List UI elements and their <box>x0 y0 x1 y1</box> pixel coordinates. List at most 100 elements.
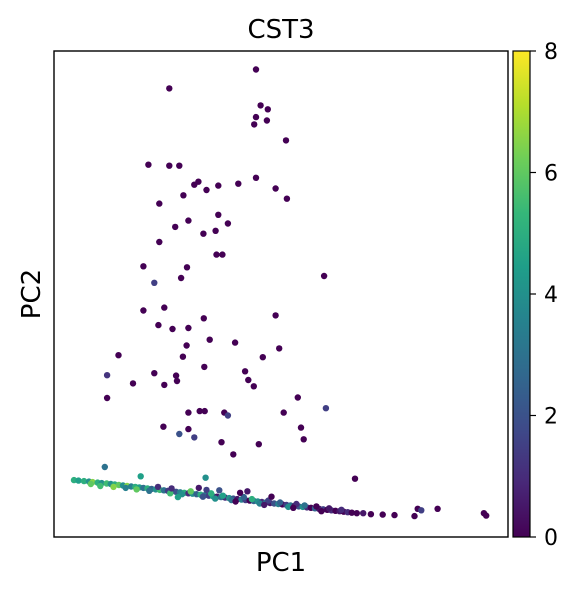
data-point-29 <box>140 263 147 270</box>
data-point-170 <box>199 493 207 500</box>
colorbar-ticks: 0 2 4 6 8 <box>530 40 558 551</box>
data-point-26 <box>200 230 207 237</box>
data-point-194 <box>232 498 239 505</box>
data-point-19 <box>156 200 163 207</box>
data-point-62 <box>185 409 192 416</box>
data-point-67 <box>280 409 287 416</box>
data-point-0 <box>252 66 260 73</box>
data-point-77 <box>101 463 109 471</box>
colorbar-tick-label: 2 <box>544 405 558 430</box>
data-point-149 <box>353 510 360 517</box>
data-point-167 <box>167 490 174 497</box>
data-point-25 <box>212 227 219 234</box>
data-point-6 <box>251 121 258 128</box>
data-point-157 <box>418 507 425 514</box>
data-point-152 <box>379 511 386 518</box>
data-point-82 <box>75 477 82 484</box>
data-point-175 <box>248 495 256 503</box>
data-point-41 <box>185 324 192 332</box>
data-point-47 <box>179 353 187 360</box>
data-point-156 <box>434 505 441 512</box>
data-point-165 <box>146 487 153 494</box>
data-point-181 <box>301 502 308 509</box>
data-point-187 <box>236 489 244 496</box>
data-point-63 <box>196 407 203 415</box>
data-point-83 <box>80 477 88 485</box>
colorbar-tick-label: 0 <box>544 526 558 551</box>
data-point-161 <box>97 482 104 490</box>
data-point-48 <box>259 354 266 361</box>
data-point-185 <box>168 485 175 492</box>
data-point-79 <box>351 475 359 482</box>
x-axis-label: PC1 <box>256 548 306 578</box>
data-point-45 <box>276 345 283 352</box>
data-point-44 <box>231 339 239 346</box>
data-point-64 <box>201 407 208 415</box>
colorbar <box>512 50 531 538</box>
data-point-191 <box>268 493 275 500</box>
data-point-195 <box>261 501 268 509</box>
data-point-73 <box>218 439 225 446</box>
data-point-13 <box>191 181 198 188</box>
data-point-76 <box>230 451 237 458</box>
data-point-17 <box>180 192 187 199</box>
data-point-15 <box>215 182 222 189</box>
data-point-5 <box>263 117 271 124</box>
data-point-171 <box>207 490 215 497</box>
y-axis-label: PC2 <box>17 269 47 319</box>
data-point-11 <box>252 174 260 181</box>
data-point-3 <box>264 106 271 113</box>
data-point-172 <box>219 492 227 499</box>
data-point-20 <box>203 186 210 194</box>
data-point-55 <box>103 372 111 379</box>
data-point-28 <box>219 251 226 258</box>
data-point-40 <box>272 312 279 319</box>
data-point-2 <box>257 102 264 109</box>
data-point-151 <box>367 511 375 518</box>
data-point-23 <box>172 223 179 231</box>
data-point-178 <box>276 499 284 506</box>
points-layer <box>70 66 490 520</box>
data-point-68 <box>160 423 167 430</box>
data-point-10 <box>176 162 183 169</box>
data-point-24 <box>224 220 232 227</box>
data-point-56 <box>129 380 137 387</box>
data-point-183 <box>325 505 333 512</box>
data-point-36 <box>161 304 168 311</box>
data-point-80 <box>202 474 209 481</box>
data-point-78 <box>137 473 144 480</box>
colorbar-tick-label: 6 <box>544 162 558 187</box>
data-point-53 <box>173 377 181 385</box>
colorbar-tick-label: 8 <box>544 40 558 65</box>
data-point-27 <box>156 238 163 246</box>
data-point-38 <box>200 315 207 322</box>
data-point-31 <box>151 279 158 286</box>
data-point-186 <box>216 487 223 494</box>
data-point-148 <box>348 509 355 516</box>
data-point-59 <box>103 394 111 402</box>
data-point-50 <box>241 368 249 375</box>
data-point-184 <box>338 506 345 513</box>
data-point-34 <box>320 272 328 280</box>
data-point-21 <box>185 217 192 224</box>
data-point-54 <box>172 372 180 379</box>
data-point-150 <box>360 510 367 517</box>
data-point-16 <box>272 185 279 192</box>
data-point-7 <box>282 137 290 144</box>
data-point-189 <box>203 486 210 494</box>
data-point-75 <box>300 436 307 443</box>
data-point-1 <box>166 85 173 92</box>
data-point-197 <box>318 508 325 515</box>
data-point-162 <box>110 483 117 491</box>
data-point-60 <box>294 394 301 401</box>
data-point-8 <box>145 161 152 168</box>
data-point-32 <box>177 274 185 282</box>
data-point-33 <box>213 251 220 258</box>
data-point-58 <box>250 383 257 390</box>
plot-frame <box>53 50 509 538</box>
data-point-46 <box>115 352 122 359</box>
data-point-43 <box>206 336 213 343</box>
data-point-193 <box>212 495 219 502</box>
data-point-164 <box>133 486 140 493</box>
